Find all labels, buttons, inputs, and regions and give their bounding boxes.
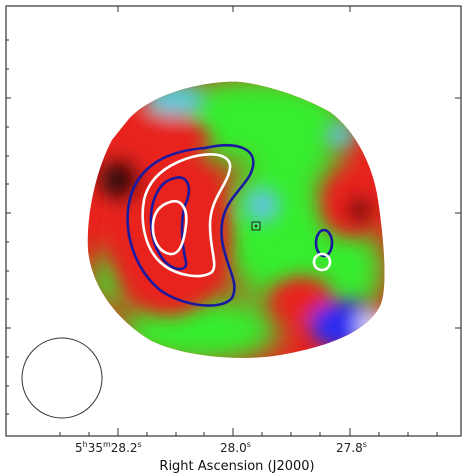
x-axis-ticks — [59, 428, 438, 436]
white-contour-small — [312, 252, 332, 272]
white-contour-inner — [151, 199, 188, 256]
white-contours — [141, 152, 332, 278]
blue-contour-small — [314, 228, 334, 258]
frame-minor-ticks — [117, 6, 461, 329]
blue-contour-inner — [149, 176, 191, 271]
white-contour-outer — [141, 152, 232, 278]
blue-contours — [126, 144, 334, 307]
square-dot-marker — [251, 221, 261, 231]
blue-contour-outer — [126, 144, 255, 307]
y-axis-ticks — [6, 39, 11, 415]
beam-circle — [21, 337, 103, 419]
x-axis-label: Right Ascension (J2000) — [159, 459, 314, 474]
x-tick-label-2: 28.0s — [220, 440, 251, 455]
x-tick-label-1: 5h35m28.2s — [75, 440, 142, 455]
x-tick-label-3: 27.8s — [336, 440, 367, 455]
